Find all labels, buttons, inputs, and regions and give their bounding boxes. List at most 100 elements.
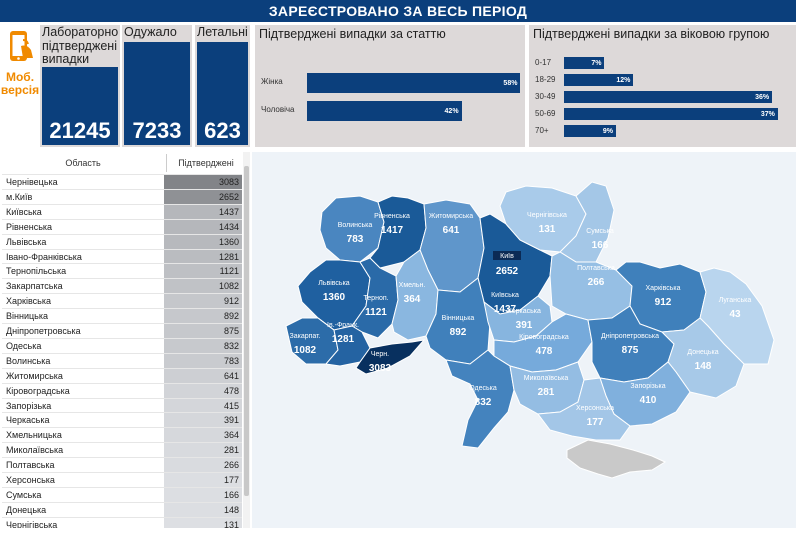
table-row[interactable]: Донецька 148	[2, 501, 242, 518]
map-region-value: 875	[622, 345, 639, 356]
map-region-value: 1121	[365, 307, 387, 318]
table-row[interactable]: Закарпатська 1082	[2, 278, 242, 295]
confirmed-value: 783	[223, 355, 239, 366]
mobile-label-line1: Моб.	[5, 70, 35, 84]
map-region[interactable]	[351, 257, 399, 339]
mobile-label-line2: версія	[0, 83, 40, 97]
region-name: Київська	[6, 206, 42, 217]
region-name: Тернопільська	[6, 266, 67, 277]
table-row[interactable]: Запорізька 415	[2, 397, 242, 414]
table-row[interactable]: Черкаська 391	[2, 412, 242, 429]
confirmed-value: 364	[223, 430, 239, 441]
map-region-label: Запорізька	[630, 382, 665, 390]
region-table: Область Підтверджені Чернівецька 3083 м.Ки…	[0, 152, 250, 528]
table-scrollbar[interactable]	[243, 152, 250, 528]
region-name: м.Київ	[6, 191, 33, 202]
column-header-confirmed[interactable]: Підтверджені	[166, 154, 245, 172]
gender-bar[interactable]: 42%	[307, 101, 462, 121]
confirmed-cell: 2652	[164, 189, 242, 205]
confirmed-value: 641	[223, 370, 239, 381]
region-name: Івано-Франківська	[6, 251, 82, 262]
map-region-label: Херсонська	[576, 405, 614, 412]
kpi-deaths-value: 623	[204, 118, 241, 143]
map-region-label: Чернігівська	[527, 211, 567, 219]
table-row[interactable]: Харківська 912	[2, 293, 242, 310]
map-region-value: 892	[450, 327, 467, 338]
kpi-deaths-card: Летальні 623	[195, 25, 250, 147]
gender-bar-value: 58%	[503, 79, 518, 87]
table-row[interactable]: Полтавська 266	[2, 457, 242, 474]
age-bar[interactable]: 12%	[564, 74, 634, 86]
age-chart: Підтверджені випадки за віковою групою 0…	[529, 25, 796, 147]
table-row[interactable]: Житомирська 641	[2, 367, 242, 384]
map-region-label: Київ	[500, 253, 514, 260]
scrollbar-thumb[interactable]	[244, 166, 249, 496]
table-row[interactable]: Одеська 832	[2, 337, 242, 354]
table-row[interactable]: Чернігівська 131	[2, 516, 242, 528]
mobile-version-link[interactable]: Моб. версія	[0, 25, 40, 105]
gender-bar-value: 42%	[444, 107, 459, 115]
table-row[interactable]: Волинська 783	[2, 352, 242, 369]
map-region-value: 391	[516, 320, 533, 331]
map-region-label: Дніпропетровська	[601, 332, 659, 340]
confirmed-value: 415	[223, 400, 239, 411]
age-bar-label: 18-29	[535, 75, 556, 84]
confirmed-cell: 166	[164, 487, 242, 503]
map-region[interactable]	[445, 349, 515, 449]
confirmed-cell: 783	[164, 353, 242, 369]
page-title: ЗАРЕЄСТРОВАНО ЗА ВЕСЬ ПЕРІОД	[0, 0, 796, 22]
age-bar[interactable]: 7%	[564, 57, 605, 69]
map-region[interactable]	[537, 377, 631, 441]
confirmed-value: 478	[223, 385, 239, 396]
confirmed-value: 2652	[218, 191, 239, 202]
table-row[interactable]: Вінницька 892	[2, 308, 242, 325]
map-region-value: 1082	[294, 345, 317, 356]
map-region-label: Черн.	[371, 351, 389, 358]
region-name: Чернігівська	[6, 519, 58, 528]
confirmed-cell: 148	[164, 502, 242, 518]
age-bar-value: 36%	[755, 93, 770, 101]
confirmed-value: 166	[223, 489, 239, 500]
gender-bar-label: Чоловіча	[261, 105, 295, 114]
map-region-value: 281	[538, 387, 555, 398]
confirmed-value: 3083	[218, 177, 239, 187]
age-bar[interactable]: 9%	[564, 125, 617, 137]
table-row[interactable]: Хмельницька 364	[2, 427, 242, 444]
map-region-label: Луганська	[719, 297, 752, 304]
map-region-label: Донецька	[687, 349, 718, 356]
map-region-value: 3083	[369, 363, 392, 374]
table-row[interactable]: Сумська 166	[2, 486, 242, 503]
map-region[interactable]	[355, 339, 426, 375]
gender-chart-title: Підтверджені випадки за статтю	[259, 27, 446, 41]
confirmed-cell: 266	[164, 458, 242, 474]
table-row[interactable]: Кіровоградська 478	[2, 382, 242, 399]
table-row[interactable]: Миколаївська 281	[2, 442, 242, 459]
table-row[interactable]: Київська 1437	[2, 203, 242, 220]
map-region-label: Черкаська	[507, 308, 541, 315]
table-row[interactable]: Івано-Франківська 1281	[2, 248, 242, 265]
region-name: Вінницька	[6, 311, 48, 322]
confirmed-cell: 832	[164, 338, 242, 354]
age-bar[interactable]: 36%	[564, 91, 773, 103]
table-row[interactable]: Львівська 1360	[2, 233, 242, 250]
confirmed-value: 266	[223, 460, 239, 471]
confirmed-cell: 3083	[164, 175, 242, 190]
table-row[interactable]: Тернопільська 1121	[2, 263, 242, 280]
table-row[interactable]: Херсонська 177	[2, 472, 242, 488]
age-bar-value: 9%	[602, 127, 614, 135]
column-header-region[interactable]: Область	[65, 158, 101, 168]
gender-bar[interactable]: 58%	[307, 73, 521, 93]
region-name: Херсонська	[6, 475, 55, 485]
table-row[interactable]: Чернівецька 3083	[2, 174, 242, 190]
table-row[interactable]: м.Київ 2652	[2, 188, 242, 205]
confirmed-cell: 281	[164, 443, 242, 459]
map-region-value: 410	[640, 395, 657, 406]
table-row[interactable]: Дніпропетровська 875	[2, 323, 242, 339]
age-bar[interactable]: 37%	[564, 108, 778, 120]
confirmed-value: 148	[223, 504, 239, 515]
region-name: Полтавська	[6, 460, 55, 471]
map-region-value: 1417	[381, 225, 404, 236]
region-name: Рівненська	[6, 221, 53, 232]
table-row[interactable]: Рівненська 1434	[2, 218, 242, 235]
confirmed-value: 1434	[218, 221, 239, 232]
